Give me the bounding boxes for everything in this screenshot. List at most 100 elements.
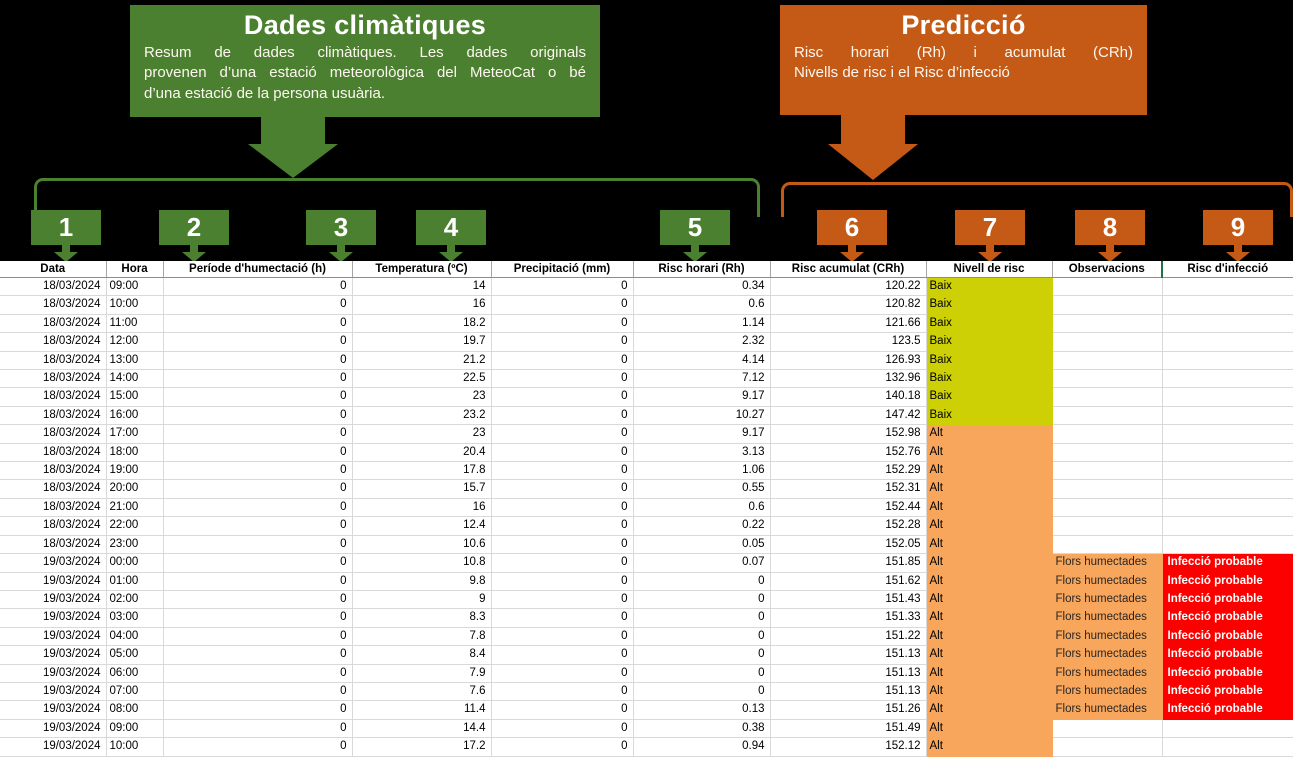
risc-infeccio-cell[interactable]: Infecció probable [1162,608,1293,628]
precipitacio-cell[interactable]: 0 [491,737,634,757]
data-cell[interactable]: 19/03/2024 [0,737,107,757]
nivell-risc-cell[interactable]: Alt [926,590,1053,610]
risc-horari-cell[interactable]: 0 [633,572,771,591]
humectacio-cell[interactable]: 0 [163,516,353,536]
hora-cell[interactable]: 00:00 [106,553,164,573]
risc-horari-cell[interactable]: 0.94 [633,737,771,757]
observacions-cell[interactable] [1052,498,1163,518]
hora-cell[interactable]: 13:00 [106,351,164,371]
observacions-cell[interactable] [1052,535,1163,555]
risc-infeccio-cell[interactable] [1162,369,1293,389]
risc-horari-cell[interactable]: 2.32 [633,332,771,352]
column-header-7[interactable]: Risc acumulat (CRh) [770,261,927,278]
nivell-risc-cell[interactable]: Baix [926,387,1053,407]
data-cell[interactable]: 18/03/2024 [0,461,107,481]
hora-cell[interactable]: 02:00 [106,590,164,610]
humectacio-cell[interactable]: 0 [163,719,353,739]
temperatura-cell[interactable]: 17.2 [352,737,492,757]
risc-horari-cell[interactable]: 1.14 [633,314,771,334]
observacions-cell[interactable] [1052,314,1163,334]
nivell-risc-cell[interactable]: Alt [926,516,1053,536]
risc-acumulat-cell[interactable]: 147.42 [770,406,927,426]
risc-acumulat-cell[interactable]: 120.22 [770,277,927,297]
hora-cell[interactable]: 10:00 [106,737,164,757]
temperatura-cell[interactable]: 10.8 [352,553,492,573]
risc-acumulat-cell[interactable]: 151.26 [770,700,927,720]
nivell-risc-cell[interactable]: Alt [926,424,1053,444]
observacions-cell[interactable]: Flors humectades [1052,627,1163,647]
risc-infeccio-cell[interactable] [1162,332,1293,352]
humectacio-cell[interactable]: 0 [163,590,353,610]
risc-acumulat-cell[interactable]: 151.49 [770,719,927,739]
hora-cell[interactable]: 10:00 [106,295,164,315]
temperatura-cell[interactable]: 8.3 [352,608,492,628]
humectacio-cell[interactable]: 0 [163,498,353,518]
data-cell[interactable]: 19/03/2024 [0,700,107,720]
temperatura-cell[interactable]: 10.6 [352,535,492,555]
risc-acumulat-cell[interactable]: 151.13 [770,682,927,702]
observacions-cell[interactable] [1052,332,1163,352]
humectacio-cell[interactable]: 0 [163,645,353,665]
humectacio-cell[interactable]: 0 [163,424,353,444]
precipitacio-cell[interactable]: 0 [491,682,634,702]
humectacio-cell[interactable]: 0 [163,479,353,499]
precipitacio-cell[interactable]: 0 [491,387,634,407]
hora-cell[interactable]: 23:00 [106,535,164,555]
observacions-cell[interactable] [1052,387,1163,407]
risc-horari-cell[interactable]: 0.55 [633,479,771,499]
risc-acumulat-cell[interactable]: 151.22 [770,627,927,647]
column-header-4[interactable]: Temperatura (ºC) [352,261,492,278]
data-cell[interactable]: 19/03/2024 [0,719,107,739]
observacions-cell[interactable] [1052,424,1163,444]
risc-horari-cell[interactable]: 0 [633,627,771,647]
hora-cell[interactable]: 08:00 [106,700,164,720]
risc-acumulat-cell[interactable]: 132.96 [770,369,927,389]
data-cell[interactable]: 18/03/2024 [0,443,107,463]
column-header-2[interactable]: Hora [106,261,164,278]
temperatura-cell[interactable]: 12.4 [352,516,492,536]
data-cell[interactable]: 18/03/2024 [0,369,107,389]
risc-horari-cell[interactable]: 0 [633,664,771,683]
hora-cell[interactable]: 20:00 [106,479,164,499]
risc-infeccio-cell[interactable] [1162,351,1293,371]
risc-horari-cell[interactable]: 0.22 [633,516,771,536]
risc-horari-cell[interactable]: 1.06 [633,461,771,481]
observacions-cell[interactable] [1052,369,1163,389]
nivell-risc-cell[interactable]: Baix [926,406,1053,426]
nivell-risc-cell[interactable]: Baix [926,295,1053,315]
temperatura-cell[interactable]: 23 [352,387,492,407]
precipitacio-cell[interactable]: 0 [491,314,634,334]
precipitacio-cell[interactable]: 0 [491,719,634,739]
risc-infeccio-cell[interactable] [1162,535,1293,555]
risc-infeccio-cell[interactable] [1162,479,1293,499]
hora-cell[interactable]: 01:00 [106,572,164,591]
hora-cell[interactable]: 16:00 [106,406,164,426]
risc-acumulat-cell[interactable]: 151.43 [770,590,927,610]
nivell-risc-cell[interactable]: Baix [926,351,1053,371]
observacions-cell[interactable] [1052,443,1163,463]
data-cell[interactable]: 19/03/2024 [0,682,107,702]
nivell-risc-cell[interactable]: Alt [926,461,1053,481]
precipitacio-cell[interactable]: 0 [491,516,634,536]
data-cell[interactable]: 19/03/2024 [0,590,107,610]
data-cell[interactable]: 19/03/2024 [0,553,107,573]
hora-cell[interactable]: 12:00 [106,332,164,352]
risc-infeccio-cell[interactable] [1162,737,1293,757]
risc-infeccio-cell[interactable]: Infecció probable [1162,590,1293,610]
risc-horari-cell[interactable]: 9.17 [633,424,771,444]
temperatura-cell[interactable]: 16 [352,498,492,518]
risc-horari-cell[interactable]: 0.6 [633,295,771,315]
risc-acumulat-cell[interactable]: 152.98 [770,424,927,444]
risc-infeccio-cell[interactable] [1162,277,1293,297]
risc-infeccio-cell[interactable]: Infecció probable [1162,682,1293,702]
column-header-5[interactable]: Precipitació (mm) [491,261,634,278]
risc-infeccio-cell[interactable] [1162,461,1293,481]
risc-infeccio-cell[interactable]: Infecció probable [1162,645,1293,665]
hora-cell[interactable]: 15:00 [106,387,164,407]
humectacio-cell[interactable]: 0 [163,351,353,371]
temperatura-cell[interactable]: 18.2 [352,314,492,334]
temperatura-cell[interactable]: 7.8 [352,627,492,647]
column-header-9[interactable]: Observacions [1052,261,1163,278]
observacions-cell[interactable] [1052,737,1163,757]
humectacio-cell[interactable]: 0 [163,737,353,757]
